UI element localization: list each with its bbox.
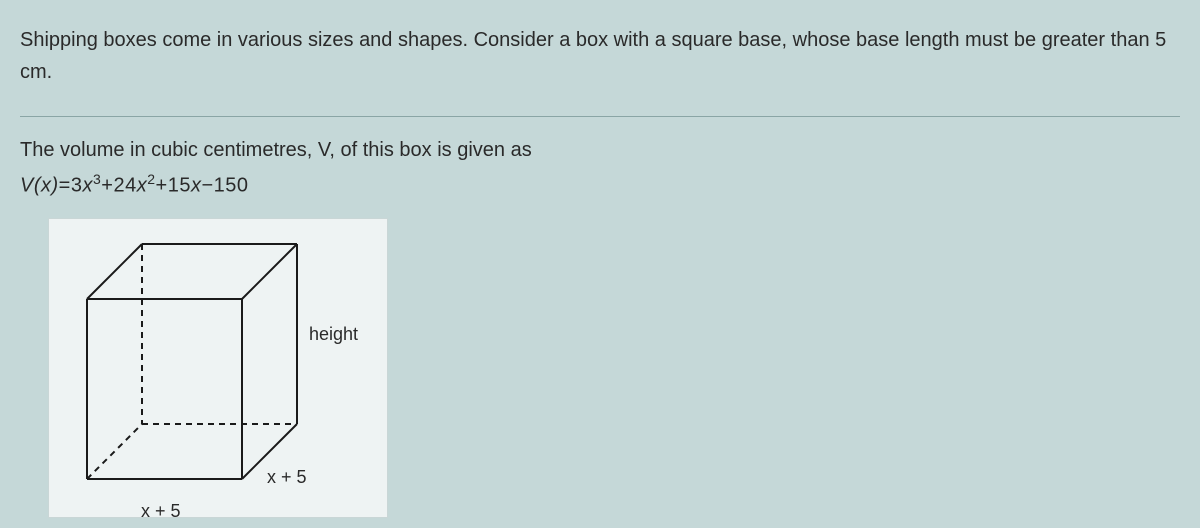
eq-t2-var: x [137,175,148,197]
eq-t3-coef: 15 [168,175,191,197]
divider [20,116,1180,117]
eq-t2-exp: 2 [147,171,155,187]
eq-lhs: V(x) [20,175,59,197]
eq-minus: − [201,175,213,197]
volume-sentence: The volume in cubic centimetres, V, of t… [20,135,1180,165]
eq-t1-var: x [82,175,93,197]
problem-intro: Shipping boxes come in various sizes and… [20,24,1180,88]
eq-t4: 150 [214,175,249,197]
box-figure: height x + 5 x + 5 [48,218,388,518]
label-front: x + 5 [141,501,181,522]
eq-plus1: + [101,175,113,197]
eq-t3-var: x [191,175,202,197]
eq-t2-coef: 24 [113,175,136,197]
label-depth: x + 5 [267,467,307,488]
eq-t1-coef: 3 [71,175,83,197]
eq-plus2: + [156,175,168,197]
volume-equation: V(x)=3x3+24x2+15x−150 [20,171,1180,198]
label-height: height [309,324,358,345]
eq-equals: = [59,175,71,197]
